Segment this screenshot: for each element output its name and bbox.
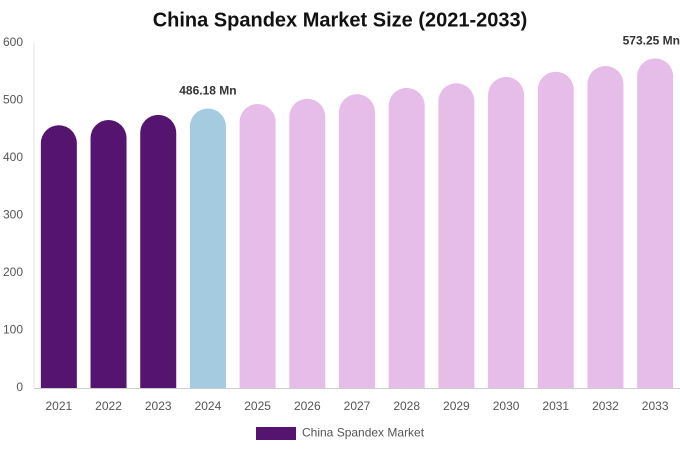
- y-tick-label: 0: [16, 380, 23, 394]
- x-tick-label: 2029: [443, 399, 470, 413]
- bar: [189, 108, 226, 388]
- bar: [289, 98, 326, 389]
- chart-title: China Spandex Market Size (2021-2033): [153, 9, 528, 31]
- bar: [339, 94, 375, 389]
- x-tick-label: 2028: [393, 399, 420, 413]
- legend-swatch: [256, 427, 296, 440]
- bar: [40, 125, 77, 388]
- x-tick-label: 2030: [493, 399, 520, 413]
- bar: [537, 71, 574, 388]
- y-tick-label: 500: [3, 93, 23, 107]
- y-tick-label: 200: [3, 265, 23, 279]
- x-tick-label: 2025: [244, 399, 271, 413]
- x-tick-label: 2027: [344, 399, 371, 413]
- x-tick-label: 2026: [294, 399, 321, 413]
- bar: [488, 76, 525, 389]
- x-tick-label: 2032: [592, 399, 619, 413]
- x-tick-label: 2022: [95, 399, 122, 413]
- bar: [587, 66, 624, 388]
- bar: [388, 87, 425, 388]
- y-tick-label: 400: [3, 150, 23, 164]
- bar: [239, 103, 276, 388]
- bar: [90, 120, 127, 389]
- x-tick-label: 2031: [542, 399, 569, 413]
- bar: [140, 114, 177, 388]
- bar: [637, 58, 674, 388]
- y-tick-label: 100: [3, 323, 23, 337]
- bar: [438, 83, 475, 388]
- x-tick-label: 2021: [45, 399, 72, 413]
- legend-label: China Spandex Market: [302, 426, 425, 440]
- x-tick-label: 2033: [642, 399, 669, 413]
- y-tick-label: 600: [3, 35, 23, 49]
- y-tick-label: 300: [3, 208, 23, 222]
- x-tick-label: 2023: [145, 399, 172, 413]
- value-label: 486.18 Mn: [179, 84, 236, 98]
- x-tick-label: 2024: [195, 399, 222, 413]
- value-label: 573.25 Mn: [623, 34, 680, 48]
